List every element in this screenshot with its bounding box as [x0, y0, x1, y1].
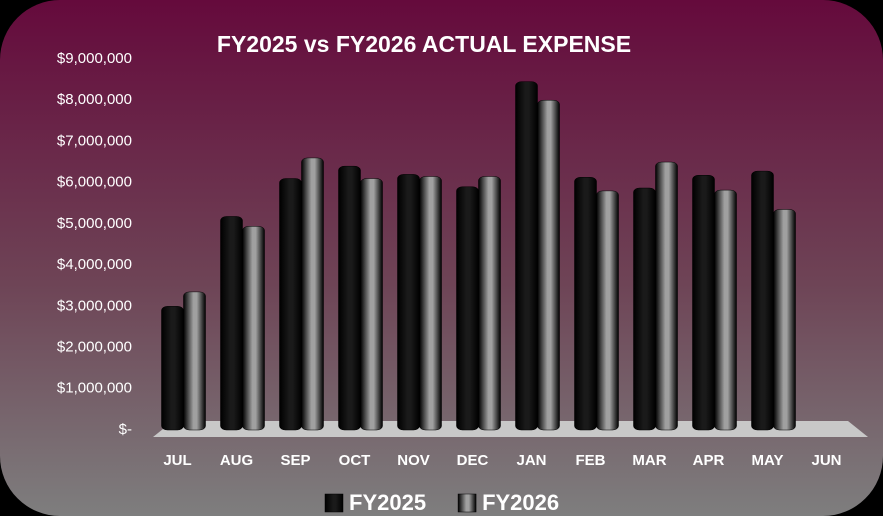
y-tick-label: $8,000,000 — [57, 91, 132, 108]
y-tick-label: $- — [119, 421, 132, 438]
bar — [773, 209, 796, 431]
x-tick-label: SEP — [280, 452, 310, 469]
bar — [537, 99, 560, 431]
legend-label: FY2025 — [349, 490, 426, 515]
bar — [220, 216, 243, 431]
bar — [397, 174, 420, 431]
x-tick-label: JUL — [163, 452, 191, 469]
y-tick-label: $7,000,000 — [57, 132, 132, 149]
x-tick-label: FEB — [576, 452, 606, 469]
bar — [633, 187, 656, 431]
chart-title: FY2025 vs FY2026 ACTUAL EXPENSE — [217, 31, 631, 57]
bar — [596, 190, 619, 431]
bar — [419, 176, 442, 431]
y-tick-label: $2,000,000 — [57, 339, 132, 356]
x-tick-label: AUG — [220, 452, 253, 469]
y-tick-label: $4,000,000 — [57, 256, 132, 273]
y-tick-label: $1,000,000 — [57, 380, 132, 397]
y-tick-label: $9,000,000 — [57, 50, 132, 67]
floor — [153, 421, 868, 437]
x-tick-label: MAY — [752, 452, 784, 469]
y-tick-label: $3,000,000 — [57, 297, 132, 314]
bar — [692, 174, 715, 431]
legend-swatch — [324, 493, 344, 513]
bar — [183, 291, 206, 431]
bar — [161, 306, 184, 431]
x-tick-label: OCT — [339, 452, 371, 469]
bar — [456, 186, 479, 431]
x-tick-label: MAR — [632, 452, 666, 469]
x-tick-label: JAN — [516, 452, 546, 469]
bar — [751, 170, 774, 431]
x-tick-label: DEC — [457, 452, 489, 469]
x-tick-label: APR — [693, 452, 725, 469]
bar — [714, 189, 737, 431]
bar — [301, 157, 324, 431]
bar — [478, 176, 501, 431]
y-tick-label: $6,000,000 — [57, 174, 132, 191]
bar — [515, 81, 538, 431]
x-tick-label: JUN — [811, 452, 841, 469]
legend-swatch — [457, 493, 477, 513]
x-tick-label: NOV — [397, 452, 430, 469]
bar — [279, 178, 302, 431]
bar — [655, 161, 678, 431]
bar — [574, 177, 597, 431]
y-tick-label: $5,000,000 — [57, 215, 132, 232]
bar — [242, 226, 265, 431]
legend-label: FY2026 — [482, 490, 559, 515]
bar — [338, 165, 361, 431]
bar — [360, 178, 383, 431]
